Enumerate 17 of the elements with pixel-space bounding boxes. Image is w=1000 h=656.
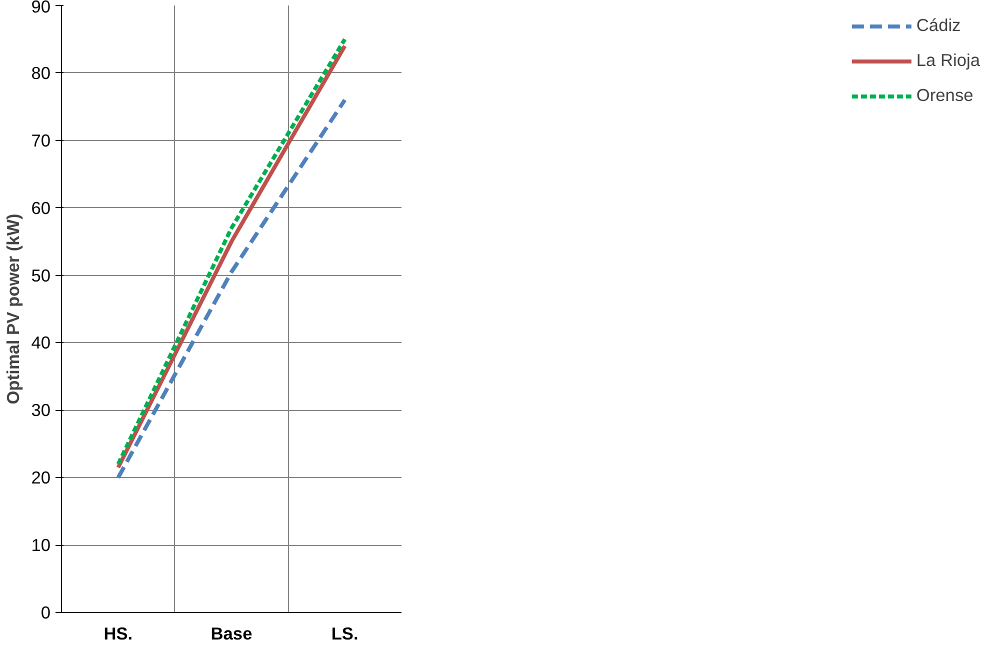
legend-label: La Rioja xyxy=(916,50,980,71)
y-tick-label: 40 xyxy=(31,332,51,353)
legend-label: Orense xyxy=(916,85,974,106)
y-tick-label: 90 xyxy=(31,0,51,16)
x-tick-label: HS. xyxy=(104,624,133,644)
y-tick-label: 70 xyxy=(31,130,51,150)
y-tick-label: 0 xyxy=(40,602,51,622)
y-tick-label: 50 xyxy=(31,265,51,286)
y-tick-label: 10 xyxy=(31,535,51,556)
x-tick-label: Base xyxy=(210,624,253,644)
y-tick-label: 80 xyxy=(31,62,51,83)
y-tick-label: 20 xyxy=(31,468,51,488)
y-axis-title: Optimal PV power (kW) xyxy=(3,214,24,404)
x-tick-label: LS. xyxy=(331,624,358,644)
y-tick-label: 60 xyxy=(31,198,51,218)
legend-label: Cádiz xyxy=(916,15,961,36)
y-tick-label: 30 xyxy=(31,400,51,420)
